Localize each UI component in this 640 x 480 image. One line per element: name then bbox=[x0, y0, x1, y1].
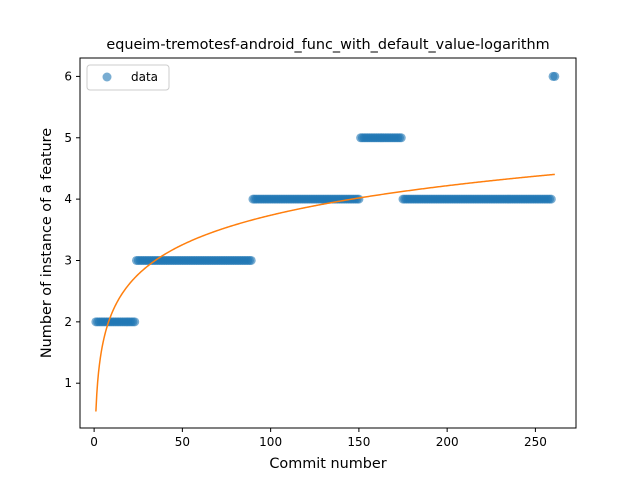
legend: data bbox=[86, 64, 170, 91]
fit-line bbox=[95, 173, 555, 412]
y-axis-label: Number of instance of a feature bbox=[39, 128, 55, 358]
chart-title: equeim-tremotesf-android_func_with_defau… bbox=[106, 37, 549, 53]
x-tick-label: 50 bbox=[175, 435, 190, 449]
data-point bbox=[130, 317, 140, 327]
data-point bbox=[396, 133, 406, 143]
x-tick-label: 0 bbox=[90, 435, 98, 449]
data-point bbox=[550, 71, 560, 81]
y-axis: 1 2 3 4 5 6 bbox=[64, 69, 80, 390]
y-tick-label: 2 bbox=[64, 315, 72, 329]
x-tick-label: 150 bbox=[347, 435, 370, 449]
x-tick-label: 100 bbox=[259, 435, 282, 449]
data-point bbox=[246, 255, 256, 265]
y-tick-label: 5 bbox=[64, 131, 72, 145]
legend-label: data bbox=[131, 70, 158, 84]
plot-frame bbox=[79, 57, 577, 429]
y-tick-label: 3 bbox=[64, 253, 72, 267]
plot-area bbox=[80, 58, 576, 428]
y-tick-label: 4 bbox=[64, 192, 72, 206]
x-axis: 0 50 100 150 200 250 bbox=[90, 428, 547, 449]
y-tick-label: 1 bbox=[64, 376, 72, 390]
data-points bbox=[91, 71, 560, 327]
x-tick-label: 200 bbox=[436, 435, 459, 449]
legend-marker bbox=[102, 72, 112, 82]
x-tick-label: 250 bbox=[524, 435, 547, 449]
legend-box bbox=[86, 64, 170, 91]
data-point bbox=[546, 194, 556, 204]
y-tick-label: 6 bbox=[64, 69, 72, 83]
x-axis-label: Commit number bbox=[269, 456, 386, 472]
